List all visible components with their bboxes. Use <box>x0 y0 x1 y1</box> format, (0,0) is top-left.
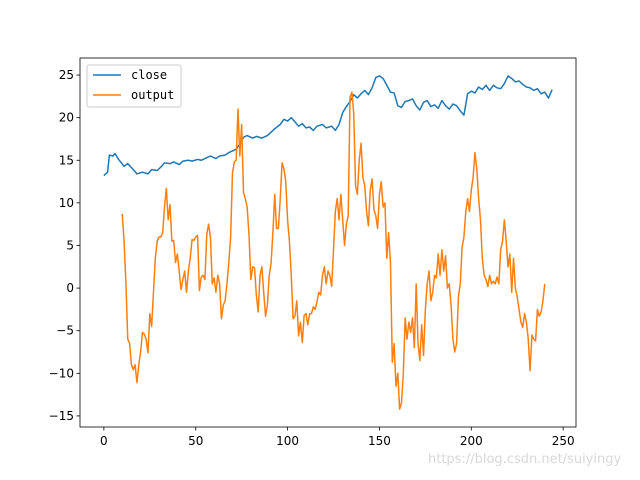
x-tick-label: 100 <box>276 434 299 448</box>
series-line-output <box>121 91 546 410</box>
x-tick-label: 250 <box>552 434 575 448</box>
y-tick-label: 20 <box>59 111 74 125</box>
y-tick-label: 25 <box>59 68 74 82</box>
legend-label-close: close <box>131 68 167 82</box>
series-layer <box>103 75 553 410</box>
watermark: https://blog.csdn.net/suiyingy <box>428 452 622 467</box>
x-axis: 0 50 100 150 200 250 <box>100 427 575 448</box>
x-tick-label: 150 <box>368 434 391 448</box>
x-tick-label: 200 <box>460 434 483 448</box>
y-tick-label: −10 <box>49 366 74 380</box>
x-tick-label: 50 <box>188 434 203 448</box>
y-tick-label: 15 <box>59 153 74 167</box>
series-line-close <box>103 75 553 177</box>
y-tick-label: −15 <box>49 409 74 423</box>
y-tick-label: 5 <box>66 238 74 252</box>
x-tick-label: 0 <box>100 434 108 448</box>
y-axis: −15 −10 −5 0 5 10 15 20 25 <box>49 68 80 423</box>
y-tick-label: 0 <box>66 281 74 295</box>
plot-frame <box>79 57 577 428</box>
plot-area <box>80 58 576 427</box>
legend: close output <box>86 64 182 108</box>
y-tick-label: −5 <box>56 324 74 338</box>
y-tick-label: 10 <box>59 196 74 210</box>
legend-label-output: output <box>131 88 174 102</box>
